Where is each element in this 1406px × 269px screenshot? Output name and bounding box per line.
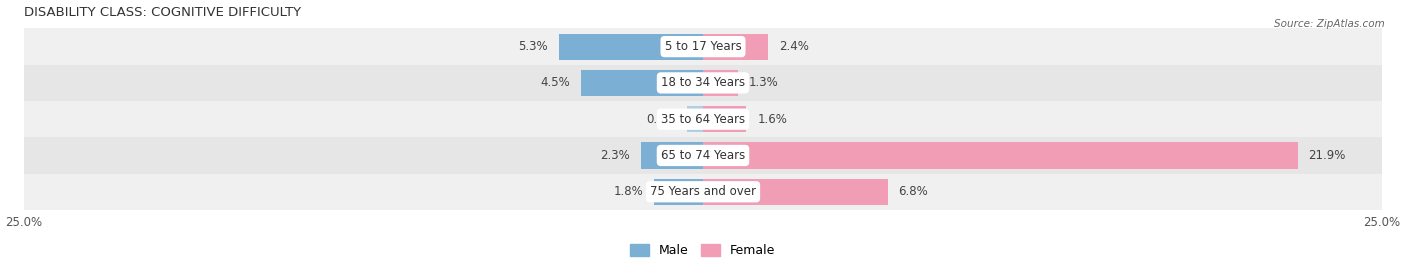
Legend: Male, Female: Male, Female — [630, 244, 776, 257]
Bar — [24, 65, 1382, 101]
Bar — [654, 179, 703, 205]
Text: 75 Years and over: 75 Years and over — [650, 185, 756, 198]
Bar — [686, 106, 703, 132]
Bar — [641, 142, 703, 168]
Bar — [24, 174, 1382, 210]
Bar — [24, 101, 1382, 137]
Text: DISABILITY CLASS: COGNITIVE DIFFICULTY: DISABILITY CLASS: COGNITIVE DIFFICULTY — [24, 6, 301, 19]
Text: 6.8%: 6.8% — [898, 185, 928, 198]
Text: 2.4%: 2.4% — [779, 40, 808, 53]
Bar — [703, 70, 738, 96]
Bar — [703, 106, 747, 132]
Text: Source: ZipAtlas.com: Source: ZipAtlas.com — [1274, 19, 1385, 29]
Bar — [703, 179, 887, 205]
Text: 5 to 17 Years: 5 to 17 Years — [665, 40, 741, 53]
Text: 2.3%: 2.3% — [600, 149, 630, 162]
Text: 35 to 64 Years: 35 to 64 Years — [661, 113, 745, 126]
Text: 4.5%: 4.5% — [540, 76, 569, 89]
Bar — [24, 29, 1382, 65]
Text: 18 to 34 Years: 18 to 34 Years — [661, 76, 745, 89]
Text: 65 to 74 Years: 65 to 74 Years — [661, 149, 745, 162]
Bar — [703, 34, 768, 60]
Bar — [581, 70, 703, 96]
Text: 1.3%: 1.3% — [749, 76, 779, 89]
Text: 0.6%: 0.6% — [647, 113, 676, 126]
Text: 21.9%: 21.9% — [1309, 149, 1346, 162]
Bar — [24, 137, 1382, 174]
Text: 5.3%: 5.3% — [519, 40, 548, 53]
Bar — [703, 142, 1298, 168]
Bar — [560, 34, 703, 60]
Text: 1.8%: 1.8% — [613, 185, 644, 198]
Text: 1.6%: 1.6% — [758, 113, 787, 126]
